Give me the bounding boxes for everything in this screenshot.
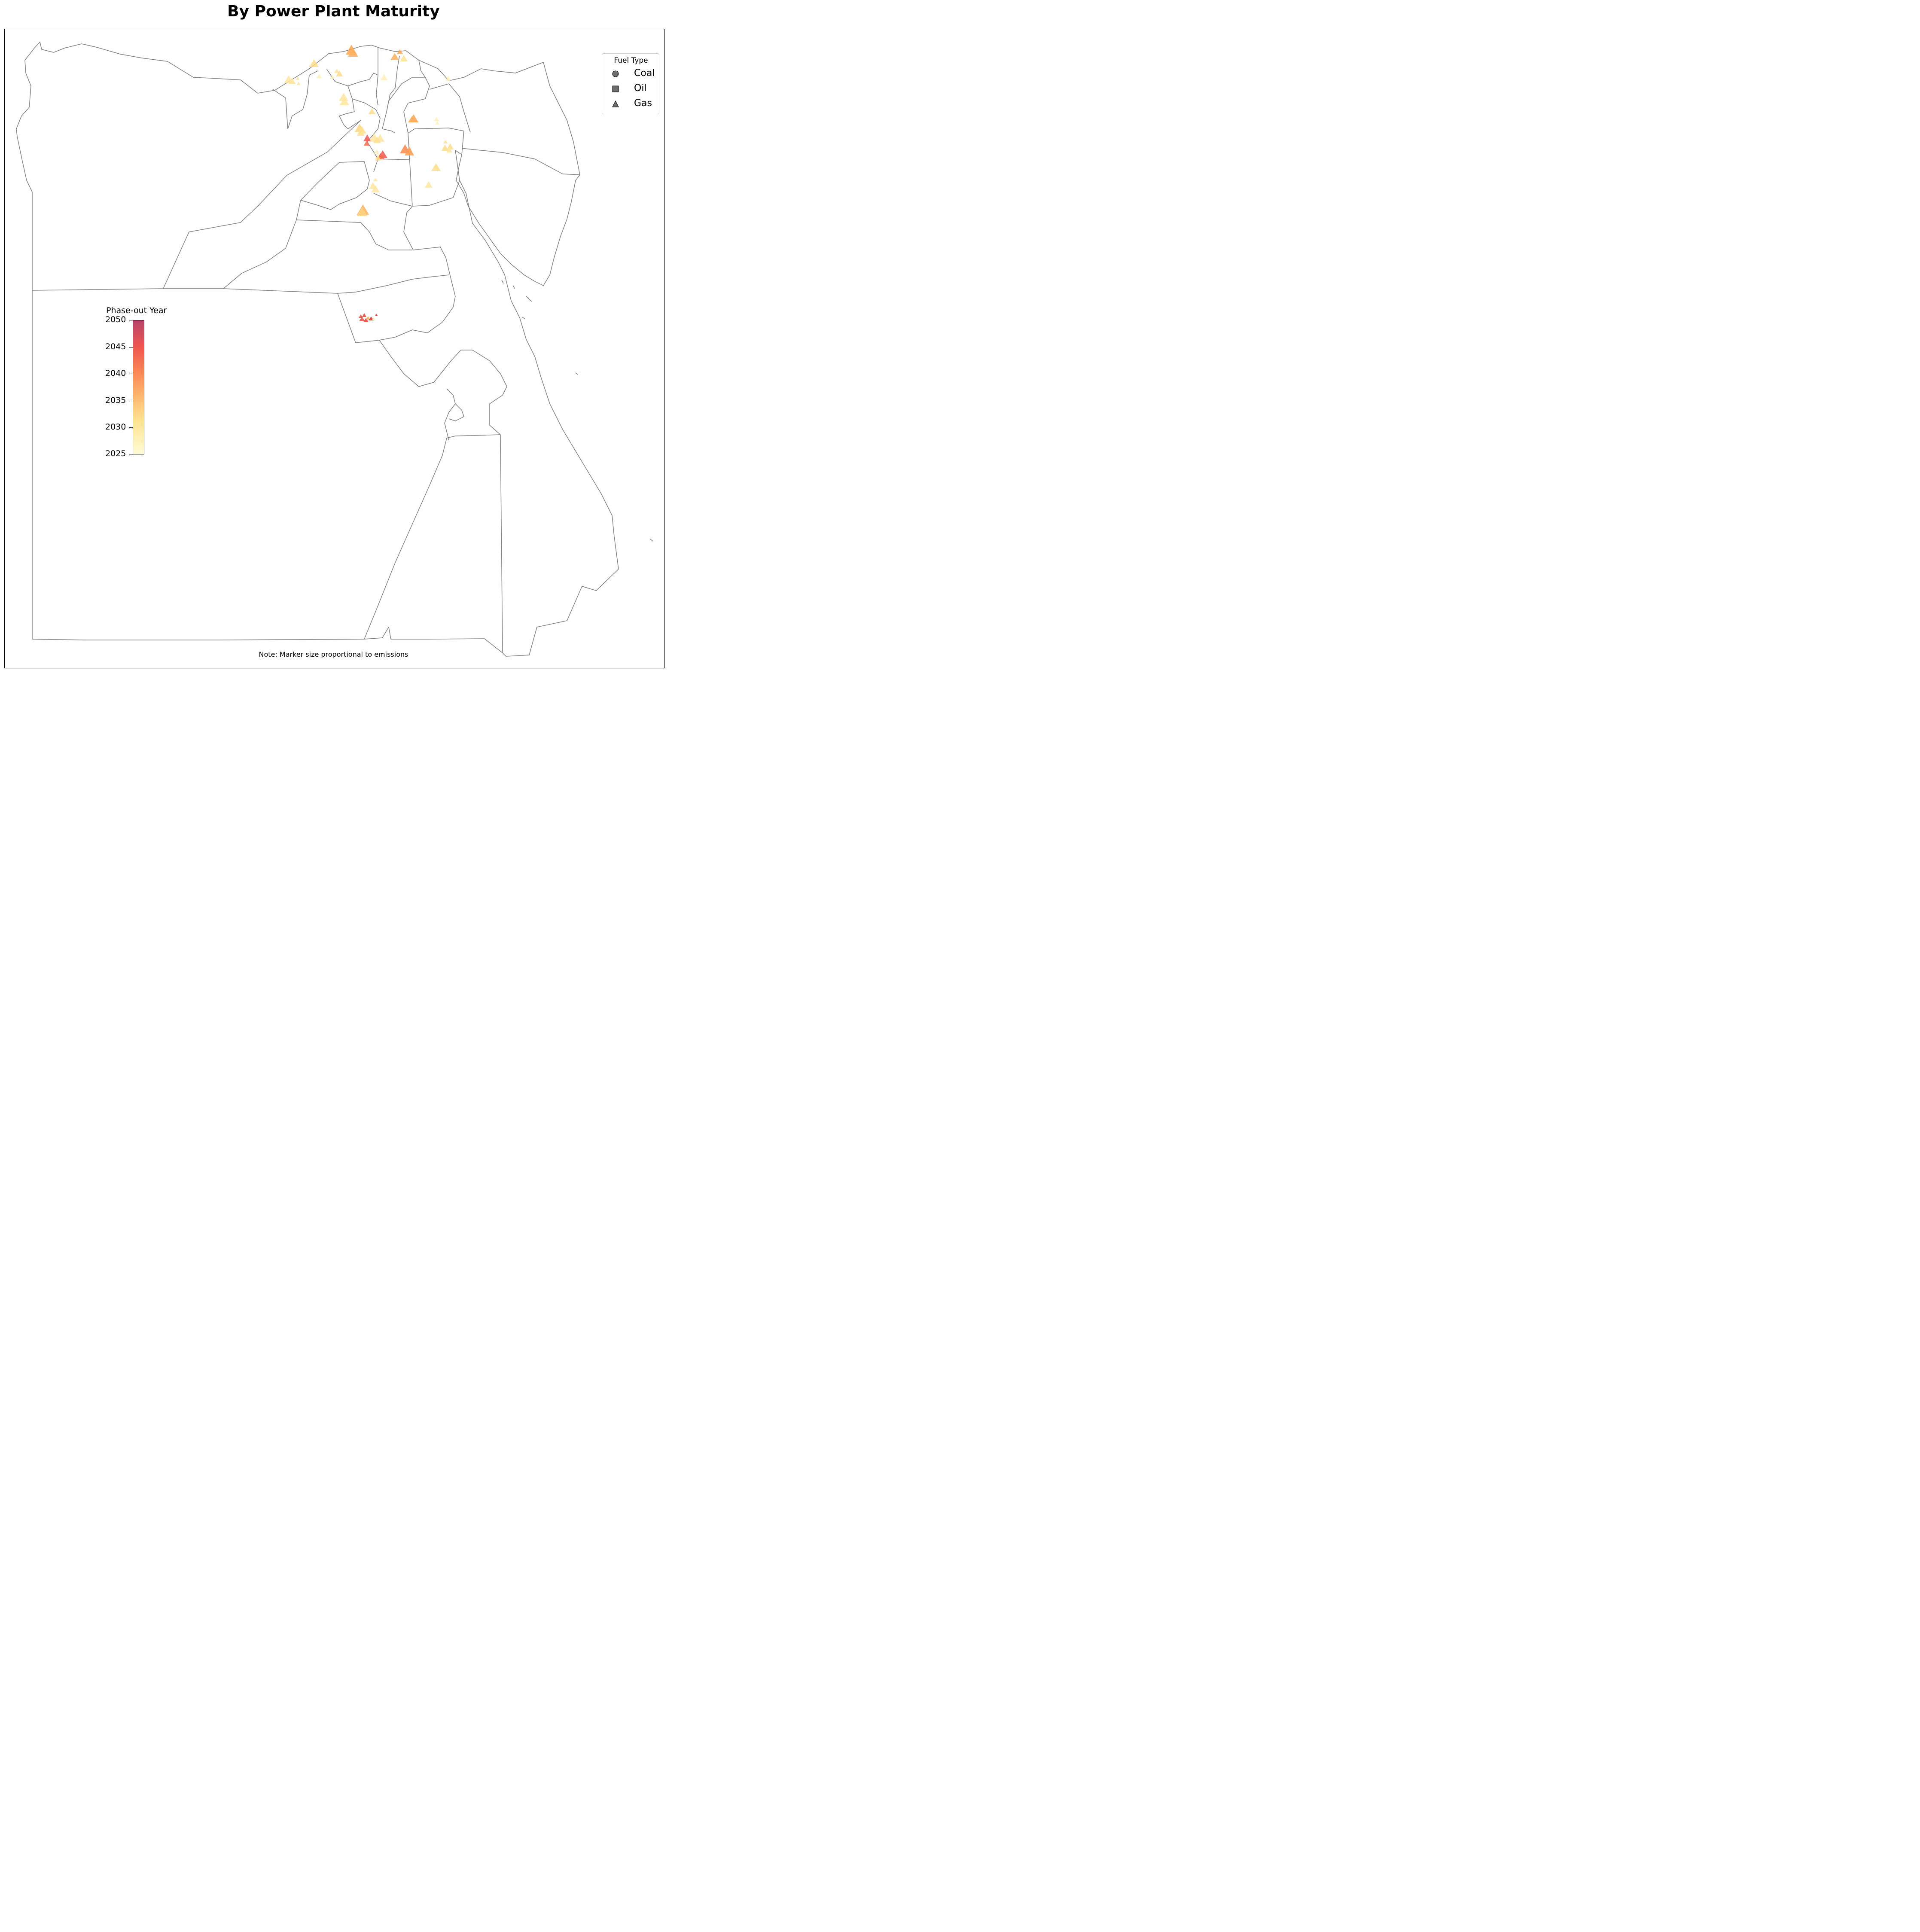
plant-marker <box>363 134 371 141</box>
plant-marker <box>400 55 408 61</box>
plant-marker <box>374 149 379 154</box>
colorbar-title: Phase-out Year <box>106 306 167 315</box>
legend-item-gas: Gas <box>602 98 660 110</box>
legend-label-coal: Coal <box>634 68 655 79</box>
plant-marker <box>375 314 378 316</box>
phase-out-colorbar <box>133 320 144 454</box>
plant-marker <box>309 59 319 67</box>
colorbar-tick-label: 2040 <box>105 369 128 378</box>
plant-marker <box>442 144 448 151</box>
plant-marker <box>381 74 387 80</box>
colorbar-tick-label: 2035 <box>105 396 128 405</box>
plant-marker <box>443 140 448 143</box>
colorbar-tick-label: 2030 <box>105 422 128 432</box>
plant-marker <box>434 117 439 121</box>
plant-marker <box>431 163 441 171</box>
plant-marker <box>373 178 378 181</box>
square-marker-icon <box>612 85 619 93</box>
plant-marker <box>297 82 300 85</box>
plant-marker <box>317 74 322 78</box>
legend-title: Fuel Type <box>602 56 660 65</box>
legend-label-gas: Gas <box>634 98 652 109</box>
plant-marker <box>435 121 439 125</box>
fuel-type-legend: Fuel Type Coal Oil Gas <box>602 53 659 114</box>
circle-marker-icon <box>612 70 619 78</box>
legend-label-oil: Oil <box>634 83 647 94</box>
colorbar-tick-label: 2025 <box>105 449 128 458</box>
marker-size-note: Note: Marker size proportional to emissi… <box>0 650 667 658</box>
legend-item-oil: Oil <box>602 82 660 95</box>
plant-marker <box>425 181 433 188</box>
plant-marker <box>369 108 375 114</box>
colorbar-tick-label: 2050 <box>105 315 128 324</box>
triangle-marker-icon <box>612 100 619 108</box>
colorbar-tick <box>129 427 133 428</box>
plant-marker <box>362 313 366 317</box>
legend-item-coal: Coal <box>602 67 660 80</box>
colorbar-tick-label: 2045 <box>105 342 128 351</box>
map-canvas <box>0 0 667 671</box>
